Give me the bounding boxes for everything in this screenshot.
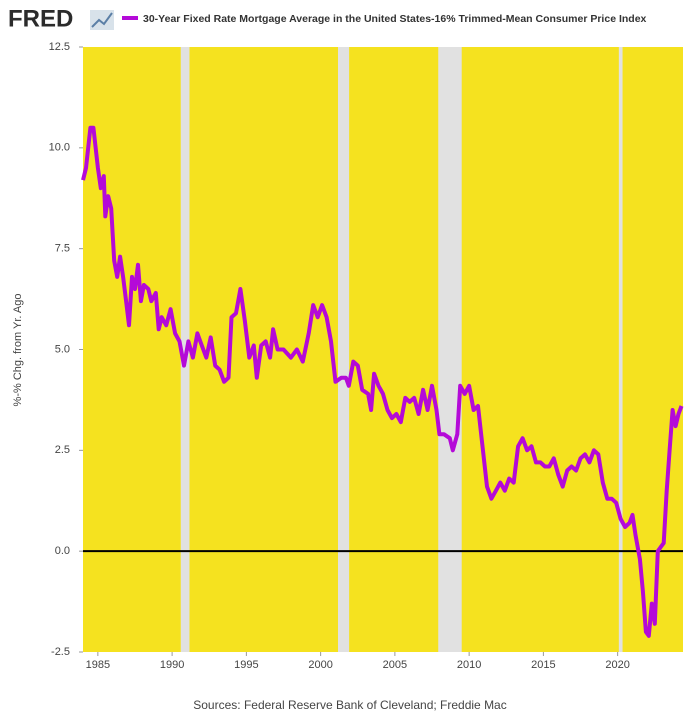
logo-icon (90, 10, 114, 30)
x-tick-label: 1985 (86, 659, 110, 671)
y-tick-label: 0.0 (55, 545, 70, 557)
x-tick-label: 2015 (531, 659, 555, 671)
data-line (81, 125, 684, 638)
plot-background (83, 47, 683, 652)
x-tick-label: 2010 (457, 659, 481, 671)
y-tick-label: 12.5 (49, 41, 70, 53)
x-tick-label: 2000 (308, 659, 332, 671)
recession-band (618, 47, 623, 652)
recession-band (438, 47, 462, 652)
x-tick-label: 2020 (605, 659, 629, 671)
y-tick-label: 10.0 (49, 142, 70, 154)
x-tick-label: 2005 (383, 659, 407, 671)
y-tick-label: 2.5 (55, 444, 70, 456)
y-tick-label: 5.0 (55, 343, 70, 355)
source: Sources: Federal Reserve Bank of Clevela… (193, 698, 506, 712)
x-tick-label: 1995 (234, 659, 258, 671)
y-tick-label: 7.5 (55, 243, 70, 255)
x-tick-label: 1990 (160, 659, 184, 671)
recession-band (338, 47, 350, 652)
legend-label: 30-Year Fixed Rate Mortgage Average in t… (143, 13, 647, 25)
y-axis-label: %-% Chg. from Yr. Ago (12, 294, 24, 407)
y-tick-label: -2.5 (51, 646, 70, 658)
logo: FRED (8, 5, 73, 32)
